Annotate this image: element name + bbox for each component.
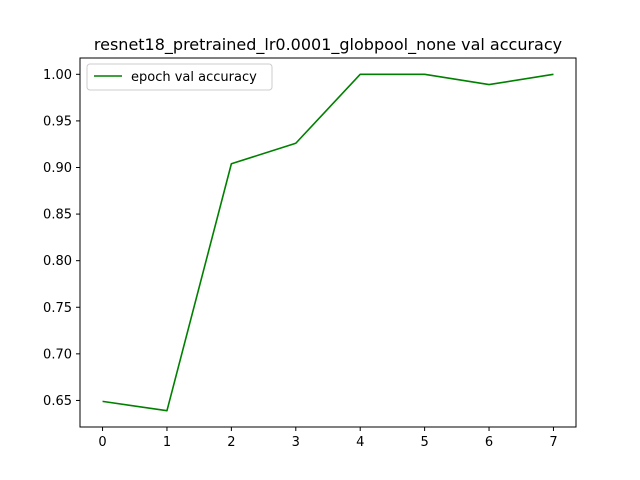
legend-box xyxy=(86,63,273,91)
x-tick-label: 0 xyxy=(98,435,106,450)
x-tick-label: 5 xyxy=(420,435,428,450)
x-tick-label: 2 xyxy=(227,435,235,450)
plot-frame xyxy=(79,57,577,428)
y-tick-label: 0.80 xyxy=(43,254,72,269)
y-tick-label: 0.85 xyxy=(43,208,72,223)
legend: epoch val accuracy xyxy=(86,63,273,91)
plot-area: 0 1 2 3 4 5 6 7 0.65 0.70 0.75 0.80 0.85 0.90 0.95 1.00 xyxy=(43,68,558,450)
x-tick-label: 3 xyxy=(292,435,300,450)
series-line-0 xyxy=(102,73,554,412)
x-tick-label: 4 xyxy=(356,435,364,450)
y-tick-label: 0.90 xyxy=(43,161,72,176)
y-tick-label: 0.95 xyxy=(43,114,72,129)
chart-title: resnet18_pretrained_lr0.0001_globpool_no… xyxy=(94,35,562,55)
x-tick-label: 7 xyxy=(549,435,557,450)
y-tick-label: 0.75 xyxy=(43,301,72,316)
x-tick-label: 6 xyxy=(485,435,493,450)
legend-label: epoch val accuracy xyxy=(131,70,257,85)
y-tick-label: 1.00 xyxy=(43,68,72,83)
x-tick-label: 1 xyxy=(163,435,171,450)
y-tick-label: 0.70 xyxy=(43,347,72,362)
y-tick-label: 0.65 xyxy=(43,394,72,409)
